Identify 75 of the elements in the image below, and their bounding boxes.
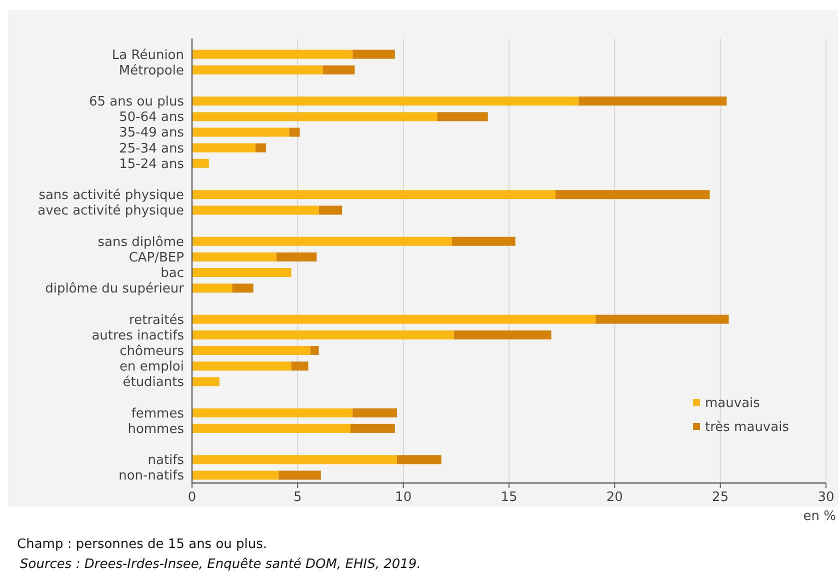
bar: [192, 96, 579, 106]
bar: [350, 424, 395, 433]
y-tick-label: avec activité physique: [38, 204, 184, 219]
bar: [192, 455, 397, 464]
y-tick-label: retraités: [129, 312, 184, 328]
bar: [278, 470, 321, 480]
bar: [437, 112, 488, 122]
bar: [192, 158, 209, 168]
bar: [192, 190, 556, 200]
bar: [192, 206, 319, 215]
bar: [352, 408, 397, 418]
bar: [192, 470, 279, 480]
legend-label: très mauvais: [705, 420, 790, 435]
bar: [192, 268, 292, 278]
bar: [192, 424, 350, 433]
bar: [192, 112, 438, 122]
y-tick-label: CAP/BEP: [128, 250, 184, 266]
text: Champ : personnes de 15 ans ou plus.: [17, 537, 268, 552]
bar: [192, 236, 452, 246]
bar: [289, 128, 300, 137]
bar: [232, 284, 254, 293]
y-tick-label: 15-24 ans: [119, 156, 184, 172]
y-tick-label: chômeurs: [120, 344, 184, 359]
y-tick-label: bac: [160, 266, 184, 282]
x-tick-label: 10: [395, 490, 412, 505]
bar: [555, 190, 710, 200]
bar: [276, 252, 317, 262]
bar: [192, 50, 353, 59]
y-tick-label: en emploi: [120, 360, 184, 375]
bar: [396, 455, 442, 464]
bar: [192, 143, 256, 152]
bar: [255, 143, 266, 152]
bar: [596, 314, 729, 324]
bar: [310, 346, 319, 355]
y-tick-label: femmes: [131, 406, 184, 422]
bar: [452, 236, 516, 246]
bar: [192, 377, 220, 386]
y-tick-label: natifs: [148, 453, 184, 468]
bar: [192, 65, 324, 74]
bar: [192, 314, 596, 324]
y-tick-label: 65 ans ou plus: [89, 94, 184, 110]
bar: [192, 128, 290, 137]
bar: [291, 362, 308, 371]
bar: [454, 330, 552, 340]
x-tick-label: 20: [606, 490, 623, 505]
x-tick-label: 25: [712, 490, 729, 505]
x-tick-label: 0: [188, 490, 196, 505]
x-tick-label: 15: [500, 490, 518, 505]
bar: [192, 252, 277, 262]
y-tick-label: non-natifs: [118, 468, 184, 484]
y-tick-label: sans diplôme: [98, 234, 184, 250]
y-tick-label: 50-64 ans: [119, 110, 184, 126]
legend-label: mauvais: [705, 396, 760, 411]
x-tick-label: 30: [818, 490, 834, 505]
y-tick-label: La Réunion: [112, 48, 184, 63]
bar: [192, 284, 232, 293]
x-tick-label: 5: [294, 490, 302, 505]
y-tick-label: hommes: [128, 422, 184, 437]
y-tick-label: 35-49 ans: [119, 126, 184, 141]
y-tick-label: 25-34 ans: [119, 141, 184, 156]
bar: [192, 330, 454, 340]
bar: [352, 50, 395, 59]
y-tick-label: sans activité physique: [38, 188, 184, 204]
bar: [318, 206, 342, 215]
bar: [192, 362, 292, 371]
y-tick-label: autres inactifs: [92, 328, 184, 344]
y-tick-label: Métropole: [118, 63, 184, 78]
bar: [192, 408, 353, 418]
source-note: Sources : Drees-Irdes-Insee, Enquête santé DOM, EHIS, 2019.: [20, 557, 421, 572]
x-axis-title: en %: [803, 509, 836, 524]
bar: [578, 96, 727, 106]
y-tick-label: diplôme du supérieur: [45, 282, 185, 297]
bar: [323, 65, 355, 74]
y-tick-label: étudiants: [122, 375, 184, 390]
bar: [192, 346, 310, 355]
